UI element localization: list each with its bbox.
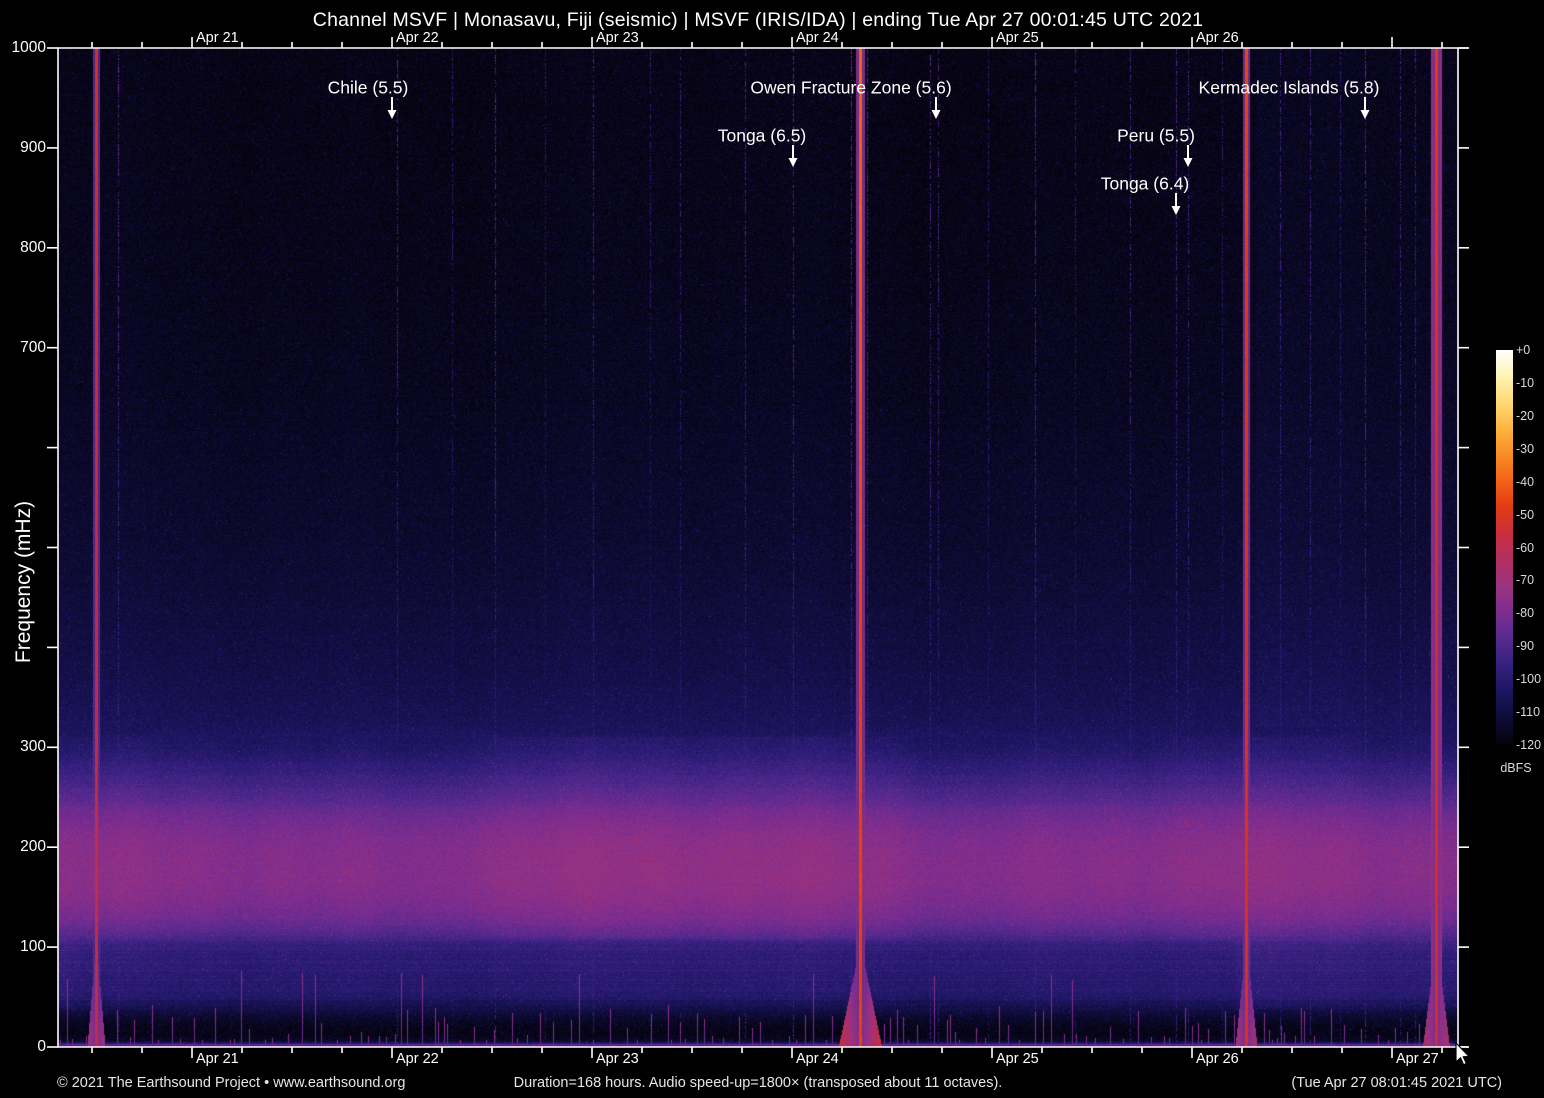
colorbar-unit-label: dBFS xyxy=(1500,761,1532,775)
y-axis-title: Frequency (mHz) xyxy=(12,500,35,664)
x-axis-bottom-tick-label: Apr 21 xyxy=(196,1051,239,1067)
colorbar-tick-label: +0 xyxy=(1516,343,1531,357)
y-axis-tick-label: 200 xyxy=(20,838,46,856)
colorbar-tick-label: -120 xyxy=(1516,738,1542,752)
colorbar-tick-label: -110 xyxy=(1516,705,1541,720)
colorbar-tick-label: -80 xyxy=(1516,606,1535,621)
colorbar-tick-label: -100 xyxy=(1516,672,1542,687)
x-axis-bottom-tick-label: Apr 26 xyxy=(1196,1051,1239,1067)
y-axis-tick-label: 900 xyxy=(20,138,46,156)
x-axis-bottom-tick-label: Apr 24 xyxy=(796,1051,839,1067)
x-axis-top-tick-label: Apr 21 xyxy=(196,30,239,46)
chart-title: Channel MSVF | Monasavu, Fiji (seismic) … xyxy=(312,9,1204,31)
y-axis-tick-label: 0 xyxy=(37,1038,46,1055)
colorbar-tick-label: -30 xyxy=(1516,441,1535,456)
x-axis-top-tick-label: Apr 24 xyxy=(796,30,839,46)
event-annotation-label: Tonga (6.5) xyxy=(717,125,807,146)
colorbar-tick-label: -50 xyxy=(1516,507,1535,522)
colorbar-tick-label: -60 xyxy=(1516,540,1535,555)
y-axis-tick-label: 700 xyxy=(20,338,46,356)
event-annotation-label: Tonga (6.4) xyxy=(1100,173,1190,194)
x-axis-bottom-tick-label: Apr 23 xyxy=(596,1051,639,1067)
x-axis-top-tick-label: Apr 23 xyxy=(596,30,639,46)
colorbar-tick-label: -10 xyxy=(1516,375,1535,390)
event-annotation-label: Peru (5.5) xyxy=(1117,125,1195,146)
colorbar-tick-label: -90 xyxy=(1516,639,1535,654)
y-axis-tick-label: 300 xyxy=(20,738,46,756)
y-axis-tick-label: 800 xyxy=(20,238,46,256)
footer-copyright: © 2021 The Earthsound Project • www.eart… xyxy=(57,1075,406,1091)
footer-duration: Duration=168 hours. Audio speed-up=1800×… xyxy=(513,1075,1003,1091)
event-annotation-label: Owen Fracture Zone (5.6) xyxy=(750,77,952,98)
x-axis-top-tick-label: Apr 22 xyxy=(396,30,439,46)
colorbar-tick-label: -20 xyxy=(1516,408,1535,423)
spectrogram-image xyxy=(58,48,1458,1047)
event-annotation-label: Kermadec Islands (5.8) xyxy=(1198,77,1380,98)
y-axis-tick-label: 100 xyxy=(20,938,46,956)
colorbar xyxy=(1496,350,1513,745)
x-axis-top-tick-label: Apr 25 xyxy=(996,30,1039,46)
x-axis-top-tick-label: Apr 26 xyxy=(1196,30,1239,46)
x-axis-bottom-tick-label: Apr 25 xyxy=(996,1051,1039,1067)
x-axis-bottom-tick-label: Apr 22 xyxy=(396,1051,439,1067)
footer-timestamp: (Tue Apr 27 08:01:45 2021 UTC) xyxy=(1291,1075,1502,1091)
x-axis-bottom-tick-label: Apr 27 xyxy=(1396,1051,1439,1067)
event-annotation-label: Chile (5.5) xyxy=(327,77,409,98)
colorbar-tick-label: -70 xyxy=(1516,573,1535,588)
colorbar-tick-label: -40 xyxy=(1516,474,1535,489)
y-axis-tick-label: 1000 xyxy=(11,39,46,56)
